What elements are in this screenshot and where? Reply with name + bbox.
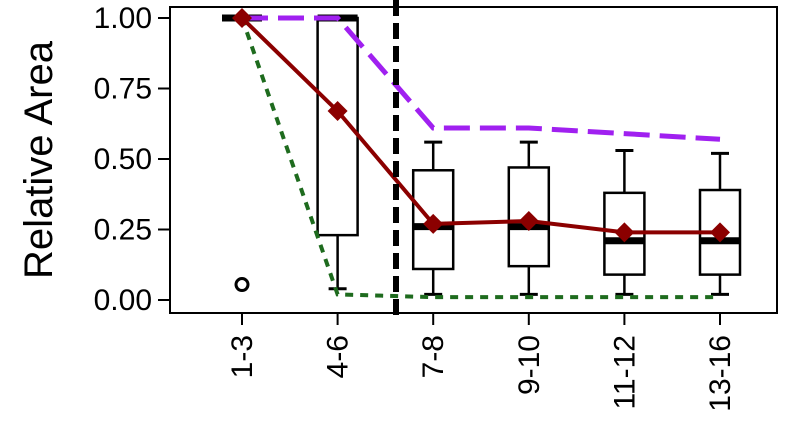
y-tick-label: 0.50 xyxy=(94,143,152,176)
dashed-series-line xyxy=(242,15,721,142)
dotted-series-line xyxy=(240,17,720,300)
y-tick-label: 0.25 xyxy=(94,214,152,247)
series-point-diamond xyxy=(614,222,635,243)
series-point-diamond xyxy=(423,213,444,234)
x-axis: 1-3 4-6 7-8 9-10 11-12 13-16 xyxy=(226,313,737,412)
box xyxy=(316,16,359,237)
y-tick-label: 1.00 xyxy=(94,2,152,35)
series-point-diamond xyxy=(232,8,252,28)
y-axis: 0.00 0.25 0.50 0.75 1.00 xyxy=(94,2,170,317)
x-tick-label: 4-6 xyxy=(322,335,355,378)
x-tick-label: 9-10 xyxy=(513,335,546,395)
x-tick-label: 7-8 xyxy=(417,335,450,378)
y-tick-label: 0.00 xyxy=(94,284,152,317)
y-axis-label: Relative Area xyxy=(17,40,61,279)
series-point-diamond xyxy=(327,101,348,122)
solid-series-line xyxy=(240,16,720,235)
series-point-diamond xyxy=(518,211,539,232)
x-tick-label: 1-3 xyxy=(226,335,259,378)
series-lines xyxy=(232,0,730,321)
x-tick-label: 11-12 xyxy=(608,335,641,410)
x-tick-label: 13-16 xyxy=(704,335,737,412)
outlier-point xyxy=(234,277,250,293)
boxplot-4-6 xyxy=(316,14,359,291)
series-point-diamond xyxy=(710,222,730,243)
y-tick-label: 0.75 xyxy=(94,73,152,106)
